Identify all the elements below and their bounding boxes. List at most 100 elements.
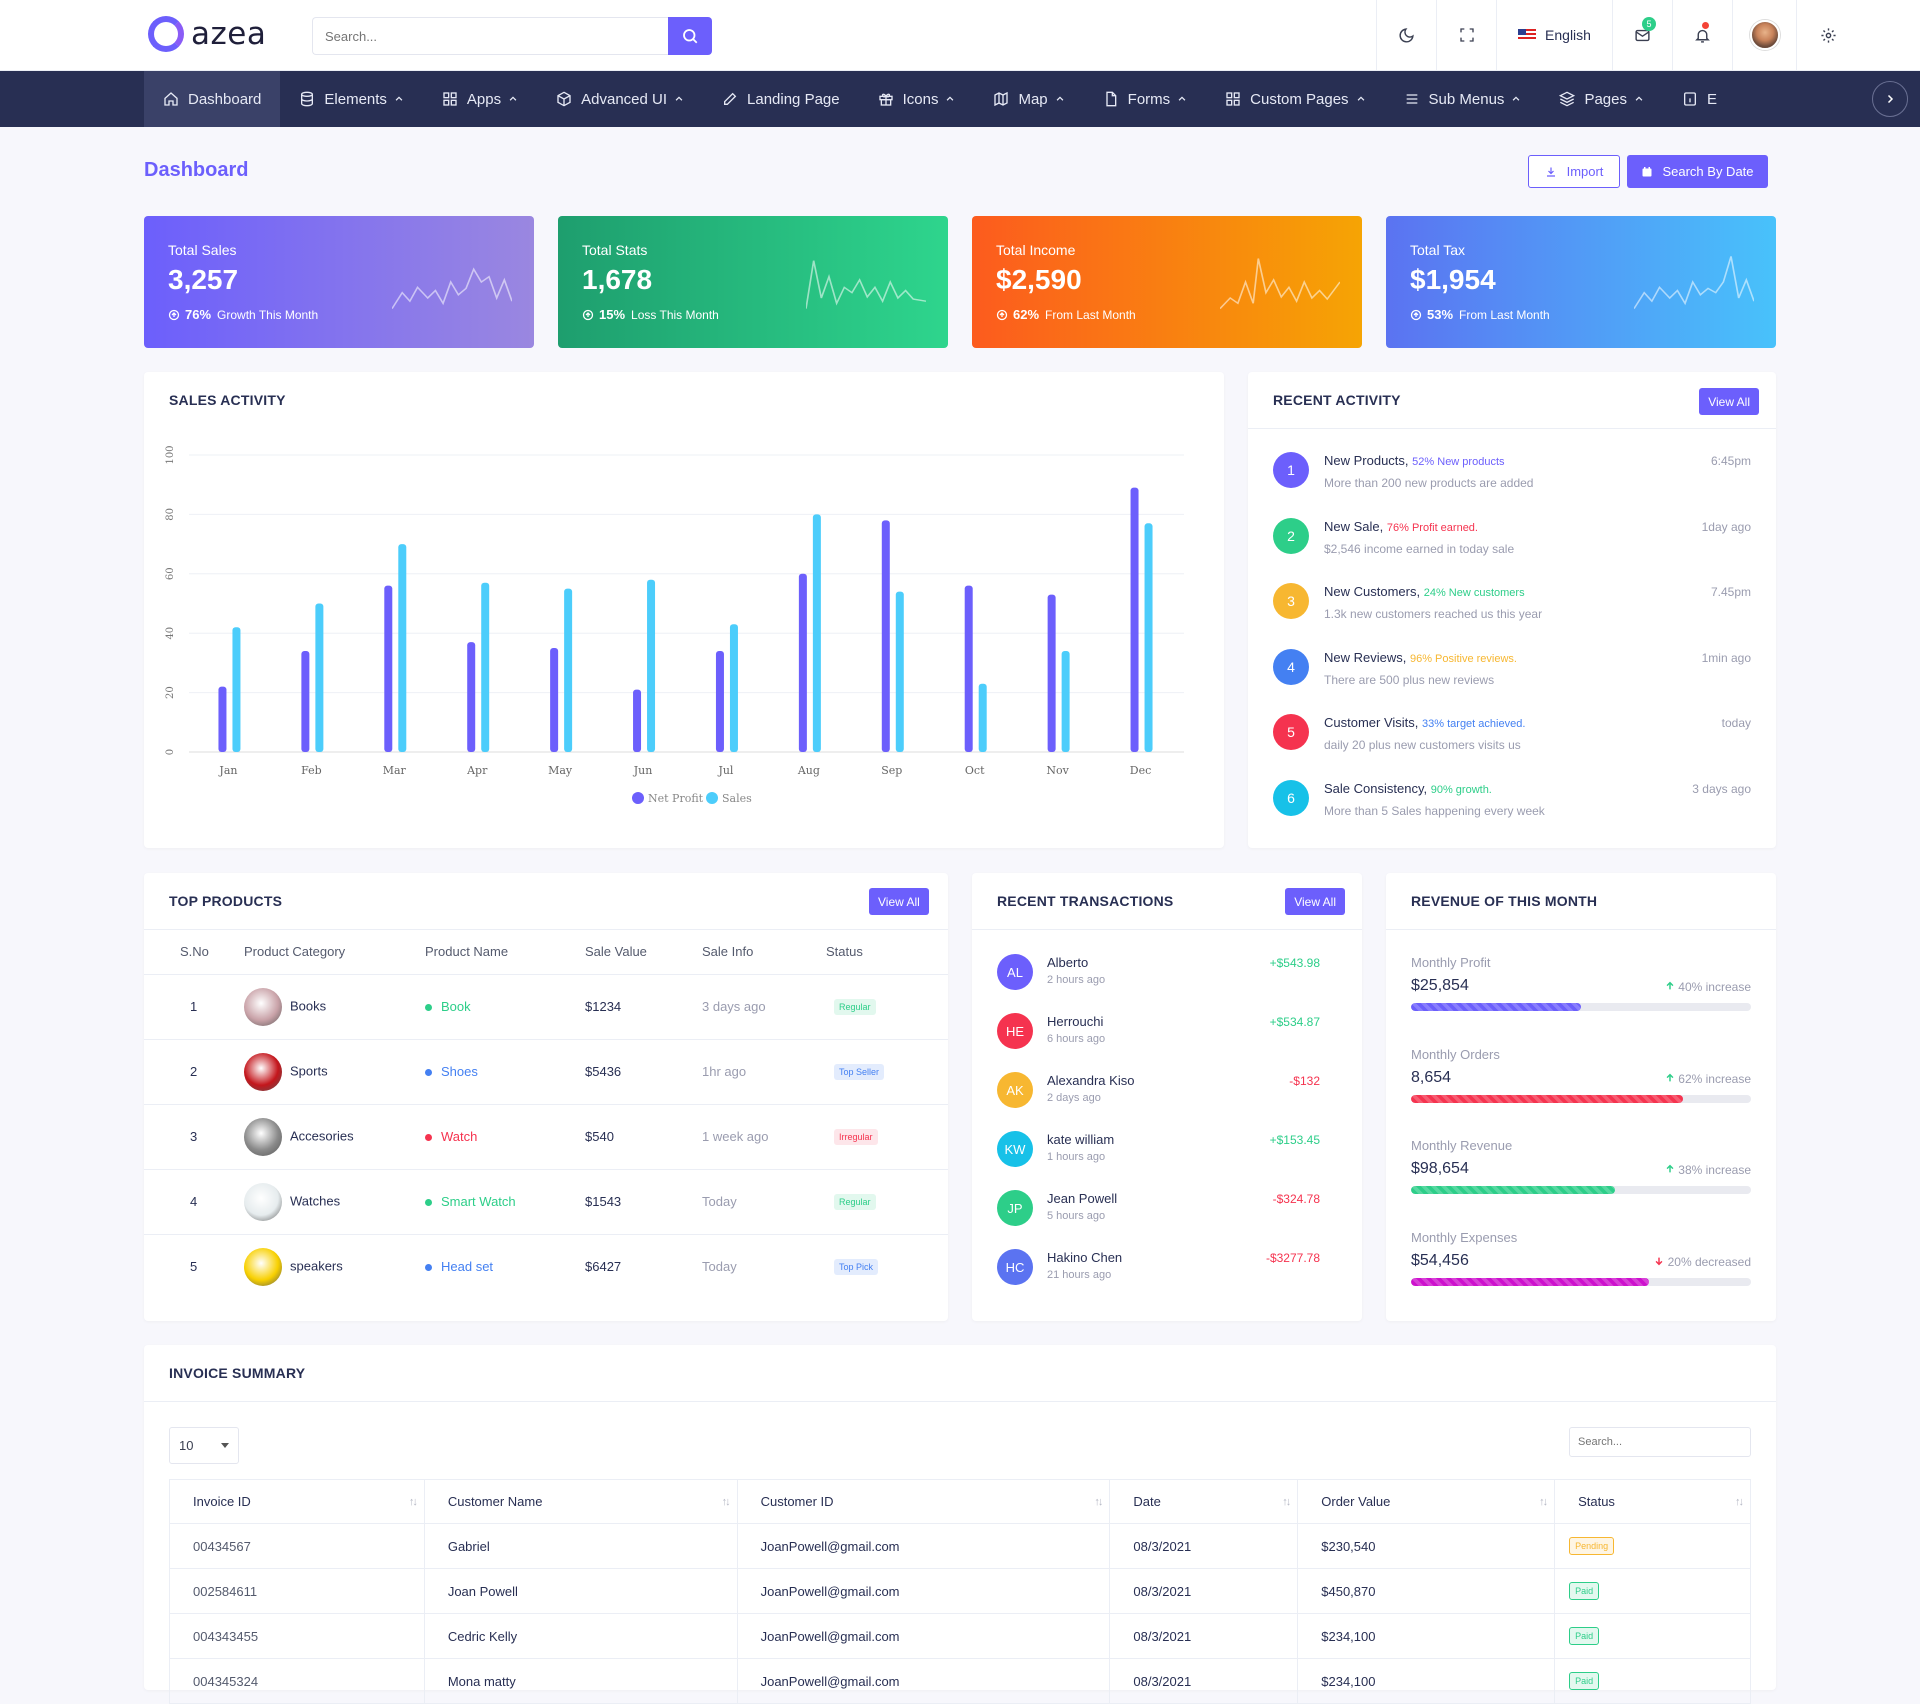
product-category-cell: Sports	[244, 1038, 425, 1104]
sale-info: Today	[702, 1168, 826, 1234]
nav-item-advanced-ui[interactable]: Advanced UI	[537, 71, 703, 127]
import-button[interactable]: Import	[1528, 155, 1620, 188]
top-products-view-all-button[interactable]: View All	[869, 888, 929, 915]
sort-icon: ↑↓	[1094, 1496, 1103, 1508]
legend-marker	[706, 792, 718, 804]
chevron-up-icon	[395, 96, 403, 101]
dark-mode-toggle[interactable]	[1376, 0, 1436, 70]
search-by-date-button[interactable]: Search By Date	[1627, 155, 1768, 188]
activity-title: Customer Visits, 33% target achieved.	[1324, 715, 1525, 730]
revenue-value: $54,456	[1411, 1251, 1469, 1269]
sale-value: $1543	[585, 1168, 702, 1234]
fullscreen-button[interactable]	[1436, 0, 1496, 70]
bar-sales	[481, 582, 490, 752]
sort-icon: ↑↓	[1735, 1496, 1744, 1508]
stat-value: $2,590	[996, 264, 1082, 295]
customer-id: JoanPowell@gmail.com	[736, 1658, 1111, 1704]
status-badge: Regular	[834, 999, 876, 1015]
stat-subtitle: 76% Growth This Month	[168, 307, 318, 322]
revenue-label: Monthly Expenses	[1411, 1229, 1518, 1245]
profile-button[interactable]	[1732, 0, 1796, 70]
column-header: Status	[826, 943, 863, 959]
recent-transactions-view-all-button[interactable]: View All	[1285, 888, 1345, 915]
stat-note: From Last Month	[1045, 307, 1136, 322]
mail-button[interactable]: 5	[1612, 0, 1672, 70]
column-header[interactable]: Status ↑↓	[1554, 1479, 1751, 1524]
activity-time: 3 days ago	[1692, 782, 1751, 796]
top-products-title: TOP PRODUCTS	[169, 893, 283, 909]
column-header[interactable]: Invoice ID ↑↓	[169, 1479, 425, 1524]
page-size-select[interactable]: 10	[169, 1427, 239, 1464]
customer-name: Gabriel	[423, 1523, 738, 1569]
avatar: AL	[997, 954, 1033, 990]
top-products-card: TOP PRODUCTS View All S.No Product Catego…	[144, 873, 948, 1321]
activity-item: 1 New Products, 52% New products More than…	[1273, 452, 1751, 518]
nav-item-icons[interactable]: Icons	[859, 71, 975, 127]
sparkline-icon	[392, 267, 512, 309]
invoice-search-input[interactable]	[1569, 1427, 1751, 1457]
nav-item-map[interactable]: Map	[974, 71, 1083, 127]
activity-time: today	[1721, 716, 1751, 731]
invoice-id: 004345324	[169, 1658, 425, 1704]
search-by-date-label: Search By Date	[1662, 164, 1754, 179]
activity-item: 2 New Sale, 76% Profit earned. $2,546 inco…	[1273, 517, 1751, 584]
column-header[interactable]: Customer ID ↑↓	[736, 1479, 1111, 1524]
table-body: 00434567 Gabriel JoanPowell@gmail.com 08/3/…	[169, 1523, 1751, 1704]
us-flag-icon	[1518, 29, 1537, 41]
notifications-button[interactable]	[1672, 0, 1732, 70]
product-category: Sports	[290, 1062, 328, 1078]
nav-item-elements[interactable]: Elements	[280, 71, 423, 127]
product-name[interactable]: Smart Watch	[441, 1194, 516, 1209]
divider	[144, 1401, 1776, 1402]
nav-item-e[interactable]: E	[1663, 71, 1736, 127]
bar-sales	[895, 591, 904, 752]
chevron-up-icon	[1357, 96, 1364, 101]
nav-scroll-next-button[interactable]	[1872, 81, 1908, 117]
product-name[interactable]: Shoes	[441, 1064, 478, 1079]
activity-title-text: New Customers,	[1324, 584, 1421, 600]
recent-activity-title: RECENT ACTIVITY	[1273, 392, 1401, 408]
column-header[interactable]: Customer Name ↑↓	[423, 1479, 738, 1524]
product-name[interactable]: Watch	[441, 1129, 478, 1144]
table-row: 3 Accesories Watch $540 1 week ago Irregular	[144, 1103, 948, 1169]
status-dot	[425, 1004, 432, 1012]
nav-item-dashboard[interactable]: Dashboard	[144, 71, 281, 127]
revenue-change-text: 62% increase	[1678, 1071, 1751, 1086]
activity-time: 6:45pm	[1710, 454, 1751, 468]
sales-activity-chart: 0 20 40 60 80 100 Jan Feb Mar Apr May Jun Jul Aug Sep O…	[165, 445, 1184, 805]
nav-item-landing-page[interactable]: Landing Page	[703, 71, 859, 127]
nav-item-apps[interactable]: Apps	[423, 71, 537, 127]
customer-name: Cedric Kelly	[423, 1613, 738, 1659]
nav-item-sub-menus[interactable]: Sub Menus	[1385, 71, 1541, 127]
recent-transactions-card: RECENT TRANSACTIONS View All AL Alberto 2 …	[972, 873, 1362, 1321]
x-tick-label: Feb	[301, 764, 322, 777]
revenue-value: $98,654	[1411, 1160, 1469, 1177]
transaction-time: 21 hours ago	[1047, 1269, 1112, 1281]
brand-logo[interactable]: azea	[148, 16, 266, 52]
nav-item-forms[interactable]: Forms	[1084, 71, 1207, 127]
product-image	[244, 1182, 282, 1221]
recent-activity-view-all-button[interactable]: View All	[1699, 388, 1759, 415]
avatar: JP	[997, 1190, 1033, 1226]
search-input[interactable]	[312, 17, 668, 55]
nav-item-custom-pages[interactable]: Custom Pages	[1206, 71, 1384, 127]
product-name[interactable]: Head set	[441, 1259, 494, 1275]
sale-info: 1 week ago	[702, 1103, 826, 1169]
column-header-label: Customer ID	[760, 1494, 834, 1509]
invoice-id: 002584611	[169, 1568, 425, 1614]
nav-item-pages[interactable]: Pages	[1540, 71, 1663, 127]
column-header[interactable]: Order Value ↑↓	[1297, 1479, 1556, 1524]
arrow-circle-icon	[1410, 309, 1422, 320]
settings-button[interactable]	[1796, 0, 1860, 70]
language-selector[interactable]: English	[1496, 0, 1612, 70]
invoice-summary-title: INVOICE SUMMARY	[169, 1365, 306, 1381]
arrow-down-icon	[1655, 1257, 1663, 1265]
product-category-cell: speakers	[244, 1233, 425, 1299]
grid-icon	[1226, 92, 1240, 106]
table-header-row: S.No Product Category Product Name Sale Val…	[144, 929, 948, 974]
x-tick-label: Oct	[965, 764, 985, 777]
column-header[interactable]: Date ↑↓	[1109, 1479, 1299, 1524]
product-name[interactable]: Book	[441, 999, 471, 1014]
sort-icon: ↑↓	[1539, 1496, 1548, 1508]
search-button[interactable]	[668, 17, 712, 55]
